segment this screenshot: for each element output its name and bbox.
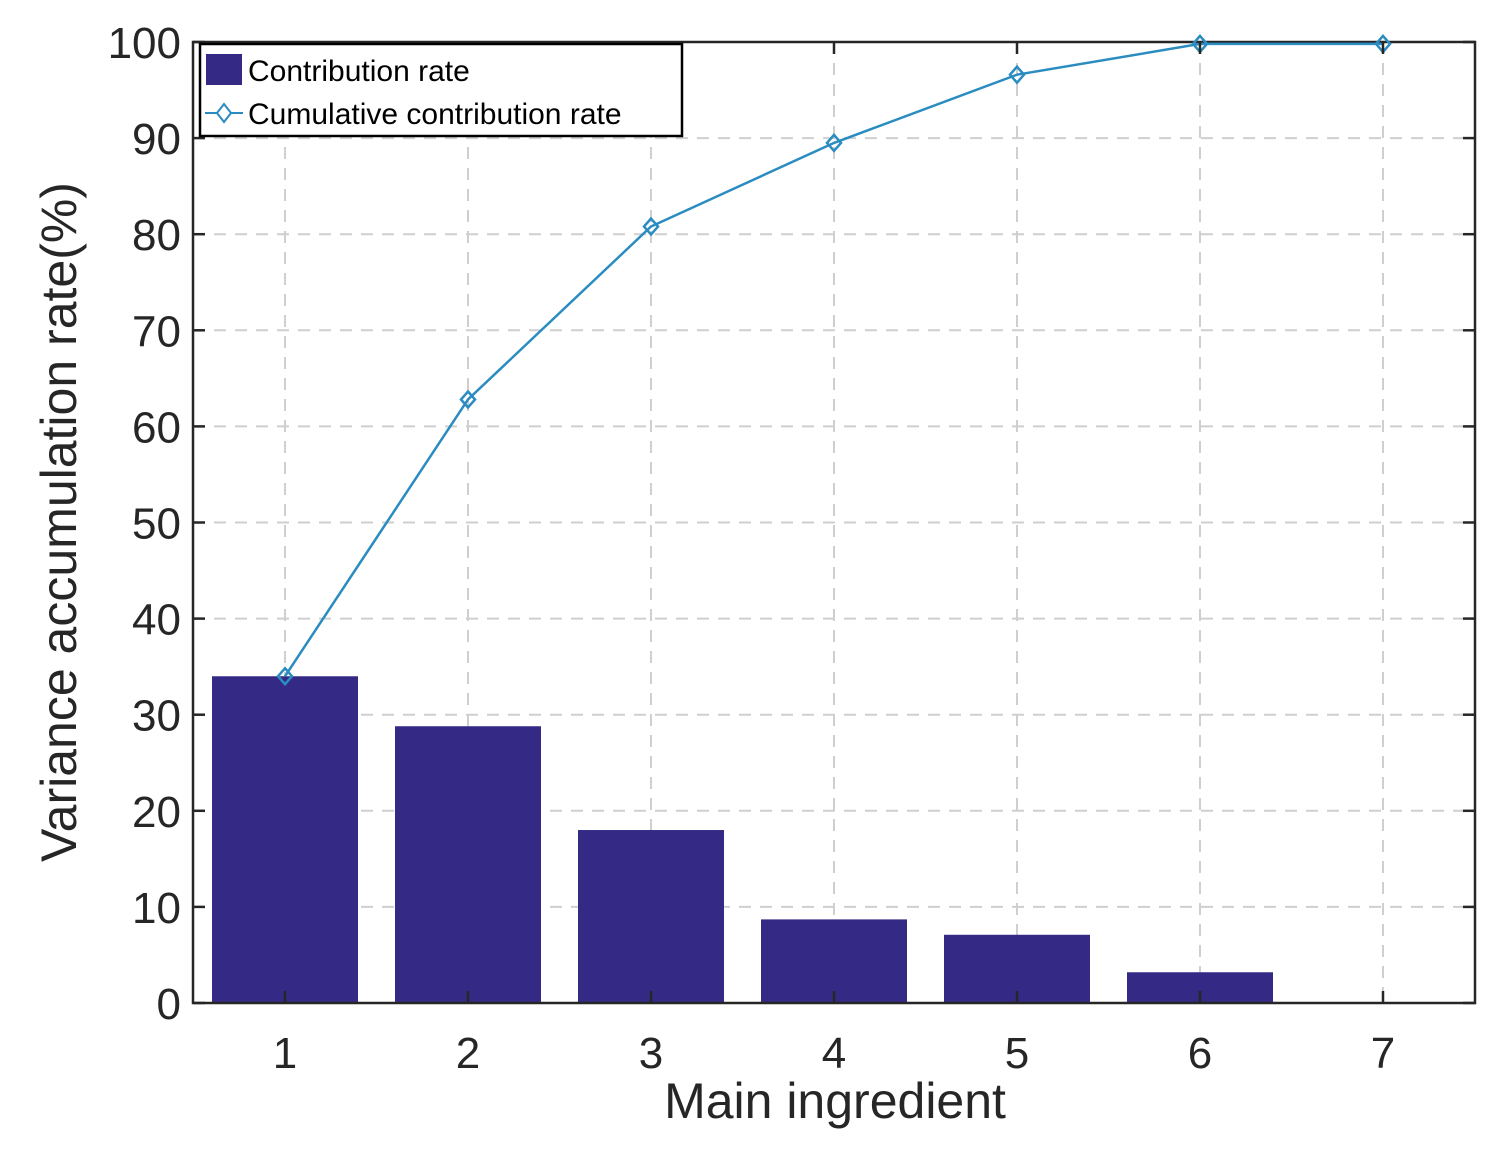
y-tick-label: 40 <box>132 596 181 645</box>
y-tick-label: 100 <box>108 19 181 68</box>
y-tick-label: 0 <box>157 980 181 1029</box>
x-tick-label: 1 <box>273 1029 297 1078</box>
x-axis-title: Main ingredient <box>664 1073 1006 1129</box>
x-tick-label: 7 <box>1371 1029 1395 1078</box>
bar-contribution-rate <box>578 830 724 1003</box>
bar-contribution-rate <box>212 676 358 1003</box>
legend-swatch-cumulative-marker <box>215 102 233 124</box>
y-tick-label: 70 <box>132 307 181 356</box>
y-tick-label: 50 <box>132 500 181 549</box>
x-tick-label: 2 <box>456 1029 480 1078</box>
ticks-layer: 0 10 20 30 40 50 60 70 80 90 100 1 2 3 4 5 6 7 <box>108 19 1475 1078</box>
y-tick-label: 90 <box>132 115 181 164</box>
y-tick-label: 80 <box>132 211 181 260</box>
cumulative-point <box>825 133 843 153</box>
bar-contribution-rate <box>761 919 907 1003</box>
cumulative-point <box>1008 64 1026 85</box>
x-tick-label: 5 <box>1005 1029 1029 1078</box>
cumulative-point <box>642 216 660 237</box>
bars-layer <box>212 676 1273 1003</box>
x-tick-label: 6 <box>1188 1029 1212 1078</box>
bar-contribution-rate <box>395 726 541 1003</box>
cumulative-point <box>276 666 294 687</box>
y-tick-label: 10 <box>132 884 181 933</box>
y-tick-label: 20 <box>132 788 181 837</box>
legend: Contribution rate Cumulative contributio… <box>198 42 684 138</box>
legend-label-cumulative-contribution-rate: Cumulative contribution rate <box>248 98 622 131</box>
legend-box <box>198 42 684 138</box>
y-tick-label: 60 <box>132 403 181 452</box>
y-axis-title: Variance accumulation rate(%) <box>31 182 87 862</box>
x-tick-label: 3 <box>639 1029 663 1078</box>
cumulative-point <box>459 389 477 410</box>
legend-swatch-contribution-rate <box>206 54 242 85</box>
x-tick-label: 4 <box>822 1029 846 1078</box>
y-tick-label: 30 <box>132 692 181 741</box>
legend-label-contribution-rate: Contribution rate <box>248 55 470 88</box>
